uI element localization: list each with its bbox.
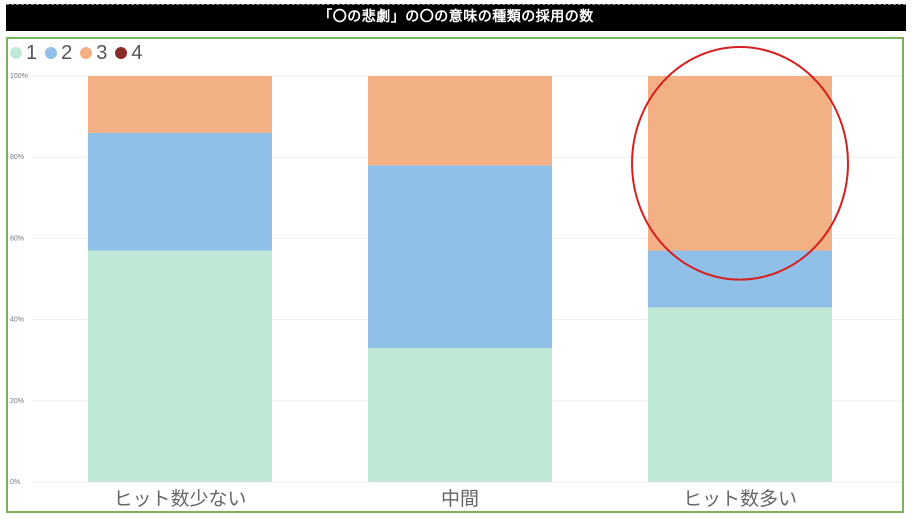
y-tick-label: 20% [10,398,24,405]
bar-segment-2-series-3 [368,76,552,166]
bar-segment-1-series-1 [88,250,272,482]
x-category-label: ヒット数少ない [113,488,246,510]
legend-item-3[interactable]: 3 [80,42,107,65]
annotation-circle [631,45,849,281]
bar-segment-3-series-1 [648,307,832,482]
y-tick-label: 60% [10,235,24,242]
legend-dot-4 [115,47,128,59]
bar-segment-2-series-1 [368,348,552,482]
bar-segment-1-series-3 [88,76,272,133]
bar-segment-3-series-3 [648,76,832,251]
bar-segment-2-series-2 [368,165,552,349]
legend-dot-1 [10,47,22,59]
legend-item-2[interactable]: 2 [45,42,72,65]
legend-item-1[interactable]: 1 [10,42,37,65]
legend-label-4: 4 [131,41,143,64]
y-tick-label: 100% [10,73,28,80]
legend-dot-2 [45,47,58,59]
chart-title: 「〇の悲劇」の〇の意味の種類の採用の数 [6,4,906,31]
bar-segment-1-series-2 [88,132,272,251]
legend-label-2: 2 [61,41,73,64]
legend-item-4[interactable]: 4 [115,41,143,65]
x-category-label: ヒット数多い [683,488,797,510]
legend: 1 2 3 4 [10,40,151,66]
y-tick-label: 0% [10,479,20,486]
x-category-label: 中間 [441,488,479,510]
legend-dot-3 [80,47,93,59]
legend-label-1: 1 [26,41,38,64]
y-tick-label: 40% [10,317,24,324]
chart-frame [6,37,904,513]
legend-label-3: 3 [96,41,108,64]
y-tick-label: 80% [10,154,24,161]
